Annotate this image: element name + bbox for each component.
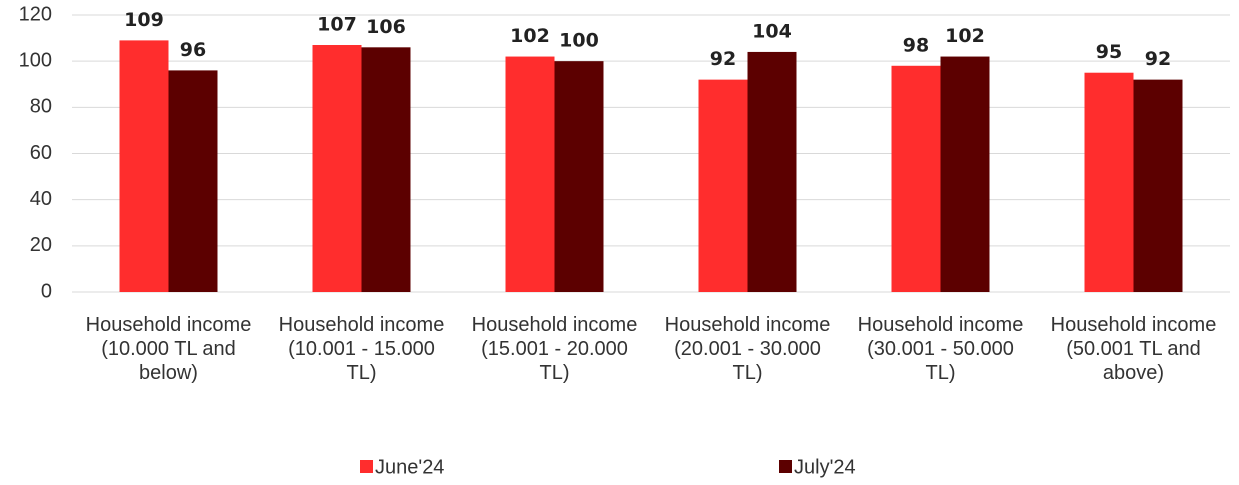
x-tick-label: Household income (20.001 - 30.000 TL): [665, 314, 831, 384]
value-label: 102: [510, 25, 550, 47]
bar: [1084, 72, 1134, 292]
legend-label: June'24: [375, 456, 444, 478]
bar: [168, 70, 218, 293]
bar: [361, 47, 411, 292]
x-tick-label: Household income (10.001 - 15.000 TL): [279, 314, 445, 384]
value-label: 109: [124, 9, 164, 31]
legend-label: July'24: [794, 456, 856, 478]
y-tick-label: 0: [41, 280, 52, 302]
y-tick-label: 60: [30, 142, 52, 164]
y-tick-label: 20: [30, 234, 52, 256]
value-label: 95: [1096, 41, 1122, 63]
x-tick-label: Household income (30.001 - 50.000 TL): [858, 314, 1024, 384]
x-tick-label: Household income (50.001 TL and above): [1051, 314, 1217, 384]
bar: [698, 79, 748, 292]
value-label: 104: [752, 20, 792, 42]
value-label: 102: [945, 25, 985, 47]
value-label: 92: [710, 48, 736, 70]
x-tick-label: Household income (15.001 - 20.000 TL): [472, 314, 638, 384]
value-label: 92: [1145, 48, 1171, 70]
bar: [554, 61, 604, 292]
bar: [891, 65, 941, 293]
y-tick-label: 40: [30, 188, 52, 210]
value-label: 107: [317, 14, 357, 36]
legend-swatch: [360, 460, 373, 473]
value-label: 106: [366, 16, 406, 38]
bar: [119, 40, 169, 293]
bar: [1133, 79, 1183, 292]
bar: [940, 56, 990, 292]
y-tick-label: 120: [19, 3, 52, 25]
y-tick-label: 100: [19, 49, 52, 71]
x-tick-label: Household income (10.000 TL and below): [86, 314, 252, 384]
bar: [505, 56, 555, 292]
value-label: 96: [180, 39, 206, 61]
y-tick-label: 80: [30, 96, 52, 118]
bar: [312, 45, 362, 293]
value-label: 98: [903, 34, 929, 56]
value-label: 100: [559, 30, 599, 52]
legend-swatch: [779, 460, 792, 473]
bar: [747, 51, 797, 292]
